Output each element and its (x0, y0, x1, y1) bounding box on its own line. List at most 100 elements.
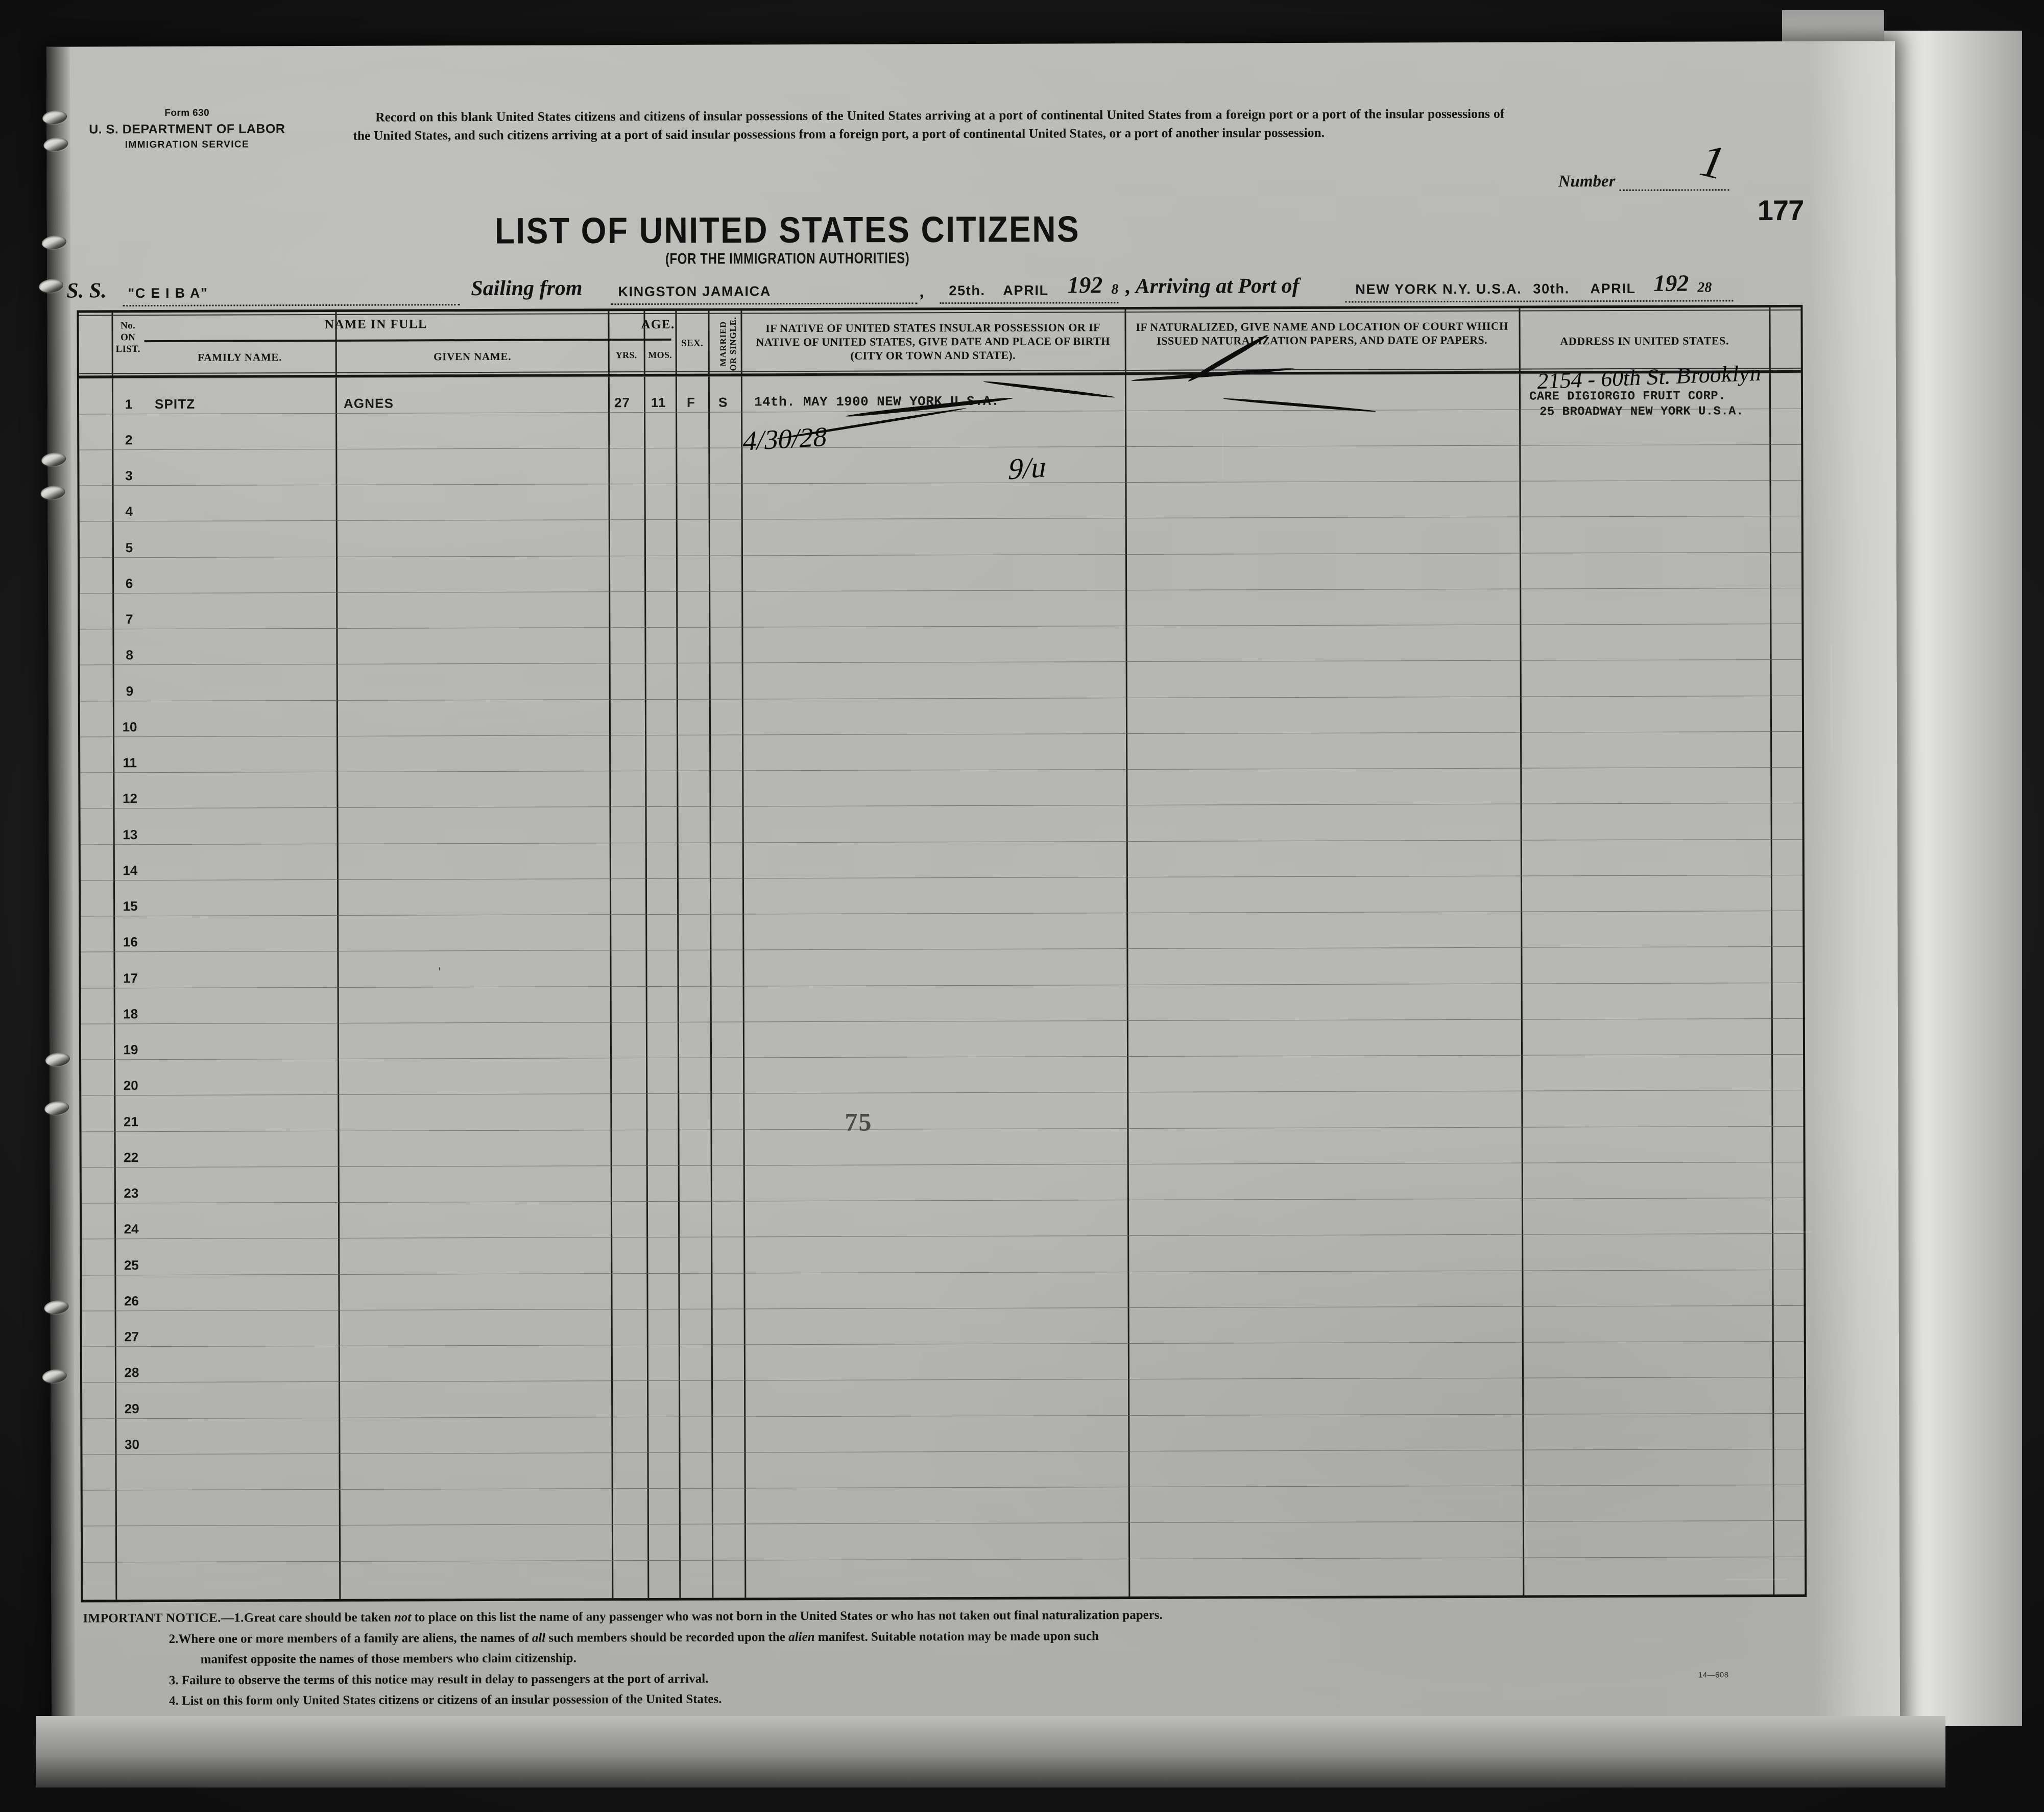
cell-married-or-single: S (718, 394, 728, 410)
row-number: 26 (124, 1293, 139, 1309)
row-separator (81, 1054, 1803, 1060)
row-separator (82, 1305, 1804, 1312)
row-separator (81, 1126, 1803, 1132)
row-separator (81, 1161, 1803, 1168)
sail-year-suffix: 8 (1111, 281, 1119, 298)
cell-address-line-2: 25 BROADWAY NEW YORK U.S.A. (1540, 404, 1744, 419)
arrival-year-prefix: 192 (1653, 270, 1689, 296)
notice-item-2-emphasis-1: all (532, 1631, 546, 1645)
scan-scratch (1776, 1231, 1812, 1233)
manifest-document-page: Form 630 U. S. DEPARTMENT OF LABOR IMMIG… (38, 41, 1901, 1732)
row-separator (83, 1556, 1805, 1563)
notice-lead: IMPORTANT NOTICE.—1. (83, 1611, 244, 1626)
sailing-from-label: Sailing from (471, 276, 583, 301)
header-given-name: GIVEN NAME. (434, 350, 512, 363)
comma-separator: , (920, 282, 925, 301)
table-body: 1 2 3 4 5 6 7 8 9 10 11 12 13 14 15 16 1… (79, 333, 1805, 1600)
signature-date-annotation: 4/30/28 (740, 421, 830, 457)
inspector-mark-annotation: 9/u (1005, 449, 1050, 486)
row-number: 6 (125, 576, 133, 591)
row-number: 8 (126, 647, 133, 663)
row-separator (81, 982, 1803, 989)
arriving-at-port-label: , Arriving at Port of (1125, 274, 1300, 299)
row-number: 20 (123, 1078, 138, 1093)
row-separator (81, 910, 1803, 917)
header-no-on-list: No. ON LIST. (115, 320, 140, 355)
row-number: 14 (123, 863, 138, 878)
row-number: 18 (123, 1006, 138, 1022)
cell-age-years: 27 (614, 395, 631, 411)
row-separator (81, 1197, 1803, 1204)
row-number: 17 (123, 970, 138, 986)
header-married-or-single: MARRIED OR SINGLE. (718, 317, 738, 371)
header-age: AGE. (641, 317, 675, 332)
printer-code: 14—608 (1698, 1671, 1729, 1680)
notice-item-2-number: 2. (169, 1632, 179, 1646)
row-separator (79, 480, 1801, 486)
row-number: 1 (125, 396, 133, 412)
stray-pen-mark: ' (438, 964, 441, 980)
ship-dotted-line (123, 304, 460, 307)
row-number: 25 (124, 1257, 139, 1273)
cell-family-name: SPITZ (154, 396, 196, 412)
important-notice-block: IMPORTANT NOTICE.—1.Great care should be… (83, 1603, 1763, 1712)
notice-item-2-text-a: Where one or more members of a family ar… (178, 1631, 532, 1646)
row-number: 4 (125, 504, 133, 519)
header-native-birth: IF NATIVE OF UNITED STATES INSULAR POSSE… (756, 321, 1110, 362)
sailing-from-dotted-line (611, 302, 918, 305)
arrival-month-value: APRIL (1590, 280, 1636, 297)
row-separator (80, 802, 1802, 809)
row-number: 3 (125, 468, 133, 484)
row-number: 30 (124, 1437, 139, 1452)
header-family-name: FAMILY NAME. (198, 351, 282, 364)
arrival-day-value: 30th. (1533, 281, 1570, 297)
row-separator (81, 946, 1803, 952)
row-separator (80, 731, 1802, 737)
row-separator (82, 1233, 1804, 1239)
form-instructions: Record on this blank United States citiz… (353, 106, 1505, 143)
row-number: 15 (123, 898, 138, 914)
row-number: 22 (124, 1150, 139, 1165)
signature-stroke (983, 379, 1116, 399)
notice-item-2-text-c: manifest. Suitable notation may be made … (814, 1629, 1099, 1644)
passenger-manifest-table: No. ON LIST. NAME IN FULL FAMILY NAME. G… (77, 304, 1807, 1603)
row-number: 19 (123, 1042, 138, 1058)
sail-month-value: APRIL (1003, 282, 1049, 298)
row-separator (79, 515, 1801, 522)
row-separator (82, 1520, 1805, 1527)
sail-date-dotted-line (940, 302, 1119, 304)
service-name: IMMIGRATION SERVICE (125, 139, 250, 151)
table-header-row: No. ON LIST. NAME IN FULL FAMILY NAME. G… (79, 307, 1801, 378)
scan-scratch (1830, 643, 1833, 751)
tally-stamp: 75 (845, 1107, 873, 1136)
header-months: MOS. (648, 349, 672, 360)
header-name-in-full: NAME IN FULL (324, 317, 428, 331)
header-address: ADDRESS IN UNITED STATES. (1560, 334, 1729, 348)
row-separator (82, 1269, 1804, 1276)
arrival-dotted-line (1345, 300, 1734, 303)
header-years: YRS. (615, 350, 637, 361)
row-number: 24 (124, 1221, 139, 1237)
row-number: 29 (124, 1401, 139, 1417)
row-separator (80, 695, 1802, 702)
page-stack-top-right (1782, 10, 1884, 46)
number-label: Number (1558, 172, 1616, 191)
page-title: LIST OF UNITED STATES CITIZENS (494, 208, 1080, 252)
ship-label: S. S. (66, 279, 107, 303)
row-separator (81, 1018, 1803, 1024)
row-separator (80, 874, 1802, 881)
row-separator (82, 1413, 1805, 1419)
row-separator (82, 1448, 1805, 1455)
row-separator (79, 444, 1801, 450)
row-number: 23 (124, 1185, 139, 1201)
row-number: 2 (125, 432, 133, 448)
row-separator (82, 1341, 1804, 1347)
cell-sex: F (686, 394, 696, 410)
row-separator (80, 659, 1802, 665)
form-number: Form 630 (164, 107, 210, 118)
page-number: 177 (1757, 194, 1804, 227)
sailing-from-value: KINGSTON JAMAICA (618, 283, 772, 300)
row-separator (80, 623, 1802, 630)
row-number: 5 (125, 540, 133, 556)
